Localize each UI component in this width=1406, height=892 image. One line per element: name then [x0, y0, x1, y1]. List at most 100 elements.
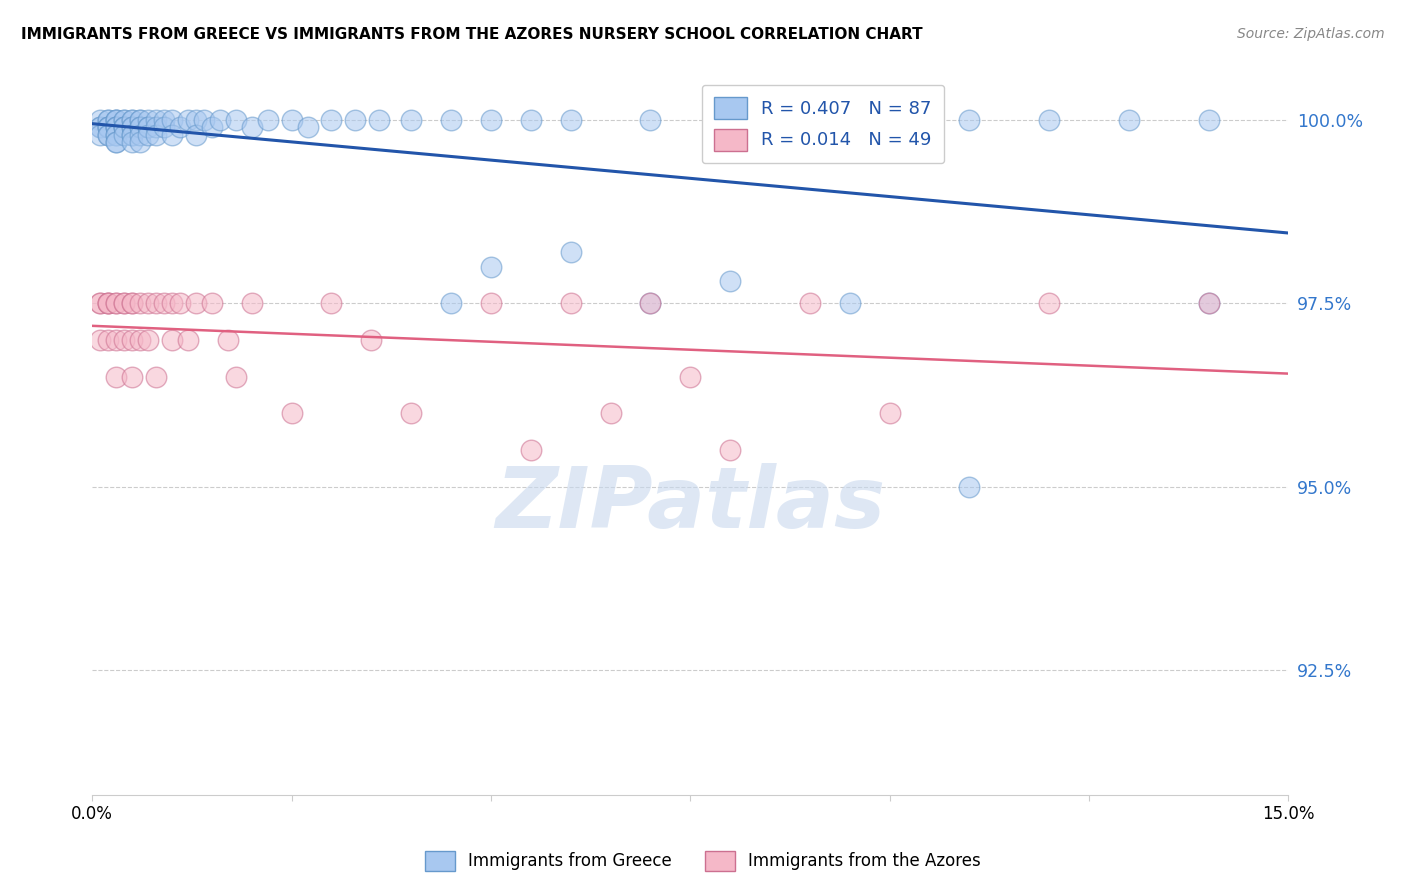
Legend: R = 0.407   N = 87, R = 0.014   N = 49: R = 0.407 N = 87, R = 0.014 N = 49	[702, 85, 945, 163]
Point	[217, 333, 239, 347]
Point	[105, 296, 128, 310]
Point	[112, 120, 135, 135]
Point	[640, 296, 662, 310]
Point	[112, 112, 135, 127]
Text: Source: ZipAtlas.com: Source: ZipAtlas.com	[1237, 27, 1385, 41]
Point	[440, 112, 463, 127]
Point	[136, 120, 159, 135]
Point	[1198, 296, 1220, 310]
Point	[280, 112, 302, 127]
Point	[121, 120, 143, 135]
Point	[225, 369, 247, 384]
Point	[129, 112, 152, 127]
Point	[121, 128, 143, 142]
Point	[153, 112, 176, 127]
Point	[112, 128, 135, 142]
Point	[97, 128, 120, 142]
Point	[136, 112, 159, 127]
Point	[344, 112, 367, 127]
Point	[560, 296, 582, 310]
Point	[957, 112, 980, 127]
Point	[129, 128, 152, 142]
Point	[184, 128, 207, 142]
Point	[89, 296, 111, 310]
Point	[89, 333, 111, 347]
Point	[97, 120, 120, 135]
Point	[479, 296, 502, 310]
Point	[718, 274, 741, 288]
Point	[121, 112, 143, 127]
Point	[718, 443, 741, 458]
Point	[112, 333, 135, 347]
Point	[201, 120, 224, 135]
Point	[1118, 112, 1140, 127]
Point	[321, 296, 343, 310]
Point	[121, 135, 143, 149]
Point	[97, 120, 120, 135]
Point	[640, 296, 662, 310]
Legend: Immigrants from Greece, Immigrants from the Azores: Immigrants from Greece, Immigrants from …	[416, 842, 990, 880]
Point	[184, 296, 207, 310]
Point	[121, 296, 143, 310]
Point	[97, 296, 120, 310]
Point	[129, 120, 152, 135]
Point	[129, 296, 152, 310]
Point	[97, 333, 120, 347]
Point	[838, 296, 860, 310]
Point	[89, 112, 111, 127]
Point	[321, 112, 343, 127]
Point	[297, 120, 319, 135]
Point	[97, 112, 120, 127]
Point	[177, 333, 200, 347]
Point	[560, 245, 582, 260]
Point	[399, 407, 422, 421]
Point	[112, 296, 135, 310]
Point	[679, 369, 702, 384]
Point	[153, 296, 176, 310]
Point	[799, 296, 821, 310]
Point	[89, 120, 111, 135]
Point	[520, 112, 543, 127]
Point	[160, 112, 183, 127]
Point	[105, 112, 128, 127]
Point	[136, 333, 159, 347]
Point	[105, 333, 128, 347]
Point	[879, 112, 901, 127]
Point	[208, 112, 231, 127]
Point	[240, 296, 263, 310]
Point	[145, 120, 167, 135]
Point	[718, 112, 741, 127]
Point	[360, 333, 382, 347]
Point	[112, 112, 135, 127]
Point	[97, 296, 120, 310]
Point	[105, 120, 128, 135]
Point	[105, 120, 128, 135]
Point	[89, 120, 111, 135]
Point	[121, 112, 143, 127]
Point	[145, 296, 167, 310]
Point	[799, 112, 821, 127]
Point	[193, 112, 215, 127]
Point	[112, 120, 135, 135]
Point	[105, 112, 128, 127]
Point	[599, 407, 621, 421]
Point	[97, 120, 120, 135]
Point	[177, 112, 200, 127]
Point	[97, 296, 120, 310]
Point	[1198, 112, 1220, 127]
Point	[105, 128, 128, 142]
Point	[640, 112, 662, 127]
Point	[105, 112, 128, 127]
Point	[112, 296, 135, 310]
Point	[129, 120, 152, 135]
Point	[105, 120, 128, 135]
Point	[479, 112, 502, 127]
Point	[145, 369, 167, 384]
Point	[169, 120, 191, 135]
Point	[560, 112, 582, 127]
Point	[145, 128, 167, 142]
Point	[169, 296, 191, 310]
Point	[105, 296, 128, 310]
Text: IMMIGRANTS FROM GREECE VS IMMIGRANTS FROM THE AZORES NURSERY SCHOOL CORRELATION : IMMIGRANTS FROM GREECE VS IMMIGRANTS FRO…	[21, 27, 922, 42]
Point	[112, 120, 135, 135]
